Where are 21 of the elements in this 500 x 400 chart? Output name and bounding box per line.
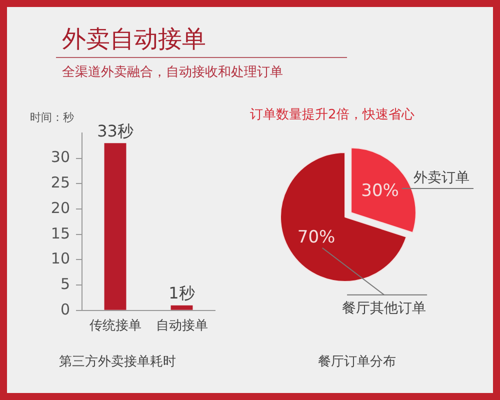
slice-label: 外卖订单: [414, 170, 470, 186]
text: 外卖自动接单: [56, 24, 347, 58]
slice-label: 餐厅其他订单: [342, 300, 426, 316]
data-label: 30%: [361, 180, 399, 201]
y-tick-label: 20: [50, 198, 70, 217]
y-tick-label: 0: [60, 300, 70, 318]
x-tick-label: 传统接单: [89, 318, 142, 334]
data-label: 1秒: [168, 283, 195, 302]
text: 第三方外卖接单耗时: [59, 354, 176, 370]
x-tick-label: 自动接单: [156, 318, 208, 334]
text: 餐厅订单分布: [318, 354, 396, 370]
y-tick-label: 25: [50, 174, 70, 192]
text: 全渠道外卖融合，自动接收和处理订单: [61, 64, 284, 82]
y-tick-label: 15: [50, 224, 70, 242]
y-tick-label: 10: [50, 250, 70, 268]
data-label: 70%: [297, 227, 336, 248]
text: 订单数量提升2倍，快速省心: [250, 106, 414, 122]
y-tick-label: 30: [50, 148, 70, 166]
data-label: 33秒: [97, 121, 134, 140]
y-tick-label: 5: [60, 274, 70, 293]
y-axis-title: 时间：秒: [30, 110, 74, 124]
